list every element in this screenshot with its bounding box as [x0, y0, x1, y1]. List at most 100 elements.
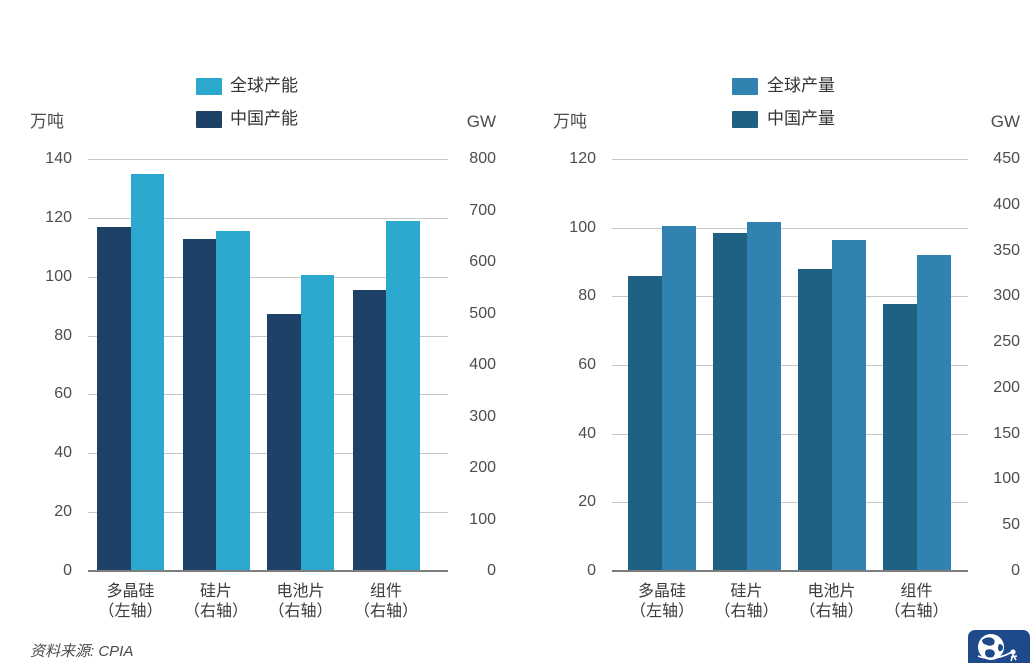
y-tick-right-400: 400	[469, 356, 496, 373]
y-tick-right-500: 500	[469, 304, 496, 322]
y-tick-right-150: 150	[993, 424, 1020, 442]
x-label-name: 组件	[369, 583, 402, 600]
axis-unit-right-label: GW	[990, 112, 1020, 131]
y-tick-right-0: 0	[487, 562, 496, 579]
y-tick-left-60: 60	[54, 385, 72, 403]
y-tick-left-120: 120	[569, 150, 596, 167]
y-tick-right-600: 600	[469, 253, 496, 270]
y-tick-left-140: 140	[45, 150, 72, 167]
bar-china-polysilicon	[628, 275, 662, 571]
bar-global-polysilicon	[662, 225, 696, 571]
x-axis-line	[88, 570, 448, 572]
y-tick-right-0: 0	[1011, 562, 1020, 579]
gridline	[88, 277, 448, 278]
legend-label-china: 中国产能	[230, 109, 298, 128]
x-label-name: 组件	[900, 583, 933, 600]
bar-china-module	[352, 290, 386, 571]
legend-swatch-china	[732, 111, 758, 128]
y-tick-right-100: 100	[993, 470, 1020, 488]
y-tick-left-20: 20	[578, 493, 596, 511]
y-tick-right-300: 300	[993, 287, 1020, 305]
y-tick-left-100: 100	[45, 267, 72, 285]
bar-china-wafer	[182, 238, 216, 571]
y-tick-right-400: 400	[993, 195, 1020, 213]
y-tick-right-300: 300	[469, 407, 496, 425]
x-label-axis-note: （左轴）	[629, 603, 694, 620]
axis-unit-left-label: 万吨	[553, 112, 587, 131]
y-tick-right-100: 100	[469, 510, 496, 528]
x-axis-category-label-wafer: 硅片 （右轴）	[677, 582, 817, 622]
x-label-name: 电池片	[807, 583, 856, 600]
x-label-axis-note: （左轴）	[98, 603, 163, 620]
y-tick-right-200: 200	[469, 459, 496, 476]
bar-china-wafer	[712, 233, 747, 571]
gridline	[612, 228, 968, 229]
bar-global-wafer	[216, 231, 250, 571]
y-tick-left-0: 0	[587, 562, 596, 579]
bar-global-module	[916, 255, 951, 571]
x-axis-category-label-cell: 电池片 （右轴）	[231, 582, 371, 622]
y-tick-left-40: 40	[578, 424, 596, 442]
y-tick-left-0: 0	[63, 562, 72, 579]
y-tick-left-80: 80	[578, 287, 596, 305]
x-axis-category-label-cell: 电池片 （右轴）	[762, 582, 902, 622]
gridline	[88, 218, 448, 219]
y-tick-right-250: 250	[993, 333, 1020, 351]
gridline	[88, 159, 448, 160]
legend-label-china: 中国产量	[767, 109, 835, 128]
bar-global-polysilicon	[130, 173, 164, 571]
x-axis-category-label-polysilicon: 多晶硅 （左轴）	[592, 582, 732, 622]
y-tick-left-80: 80	[54, 326, 72, 344]
x-axis-category-label-module: 组件 （右轴）	[847, 582, 987, 622]
gridline	[612, 502, 968, 503]
y-tick-left-40: 40	[54, 444, 72, 462]
bar-china-polysilicon	[97, 226, 131, 571]
y-tick-right-800: 800	[469, 150, 496, 167]
y-tick-right-350: 350	[993, 241, 1020, 259]
x-label-axis-note: （右轴）	[714, 603, 779, 620]
y-tick-right-50: 50	[1002, 516, 1020, 534]
x-label-name: 电池片	[276, 583, 325, 600]
brand-logo	[968, 630, 1030, 663]
x-label-name: 硅片	[199, 583, 232, 600]
x-axis-category-label-wafer: 硅片 （右轴）	[146, 582, 286, 622]
bar-global-module	[386, 220, 420, 571]
x-label-name: 多晶硅	[637, 583, 686, 600]
gridline	[612, 296, 968, 297]
gridline	[612, 434, 968, 435]
bar-global-cell	[831, 239, 866, 571]
legend-swatch-global	[196, 78, 222, 95]
axis-unit-right-label: GW	[466, 112, 496, 131]
x-axis-line	[612, 570, 968, 572]
bar-global-cell	[300, 274, 334, 571]
x-label-axis-note: （右轴）	[268, 603, 333, 620]
x-axis-category-label-module: 组件 （右轴）	[316, 582, 456, 622]
gridline	[612, 159, 968, 160]
bar-global-wafer	[746, 222, 781, 571]
x-label-axis-note: （右轴）	[353, 603, 418, 620]
globe-icon	[977, 634, 1018, 662]
x-axis-category-label-polysilicon: 多晶硅 （左轴）	[61, 582, 201, 622]
x-label-name: 硅片	[730, 583, 763, 600]
bar-china-cell	[267, 313, 301, 571]
y-tick-right-450: 450	[993, 150, 1020, 167]
x-label-name: 多晶硅	[106, 583, 155, 600]
y-tick-left-20: 20	[54, 503, 72, 521]
y-tick-left-120: 120	[45, 208, 72, 226]
y-tick-left-100: 100	[569, 218, 596, 236]
legend-swatch-global	[732, 78, 758, 95]
x-label-axis-note: （右轴）	[183, 603, 248, 620]
legend-label-global: 全球产能	[230, 76, 298, 95]
bar-china-cell	[797, 268, 832, 571]
gridline	[612, 365, 968, 366]
x-label-axis-note: （右轴）	[799, 603, 864, 620]
x-label-axis-note: （右轴）	[884, 603, 949, 620]
legend-swatch-china	[196, 111, 222, 128]
source-note: 资料来源: CPIA	[30, 643, 134, 660]
axis-unit-left-label: 万吨	[30, 112, 64, 131]
y-tick-left-60: 60	[578, 356, 596, 373]
legend-label-global: 全球产量	[767, 76, 835, 95]
